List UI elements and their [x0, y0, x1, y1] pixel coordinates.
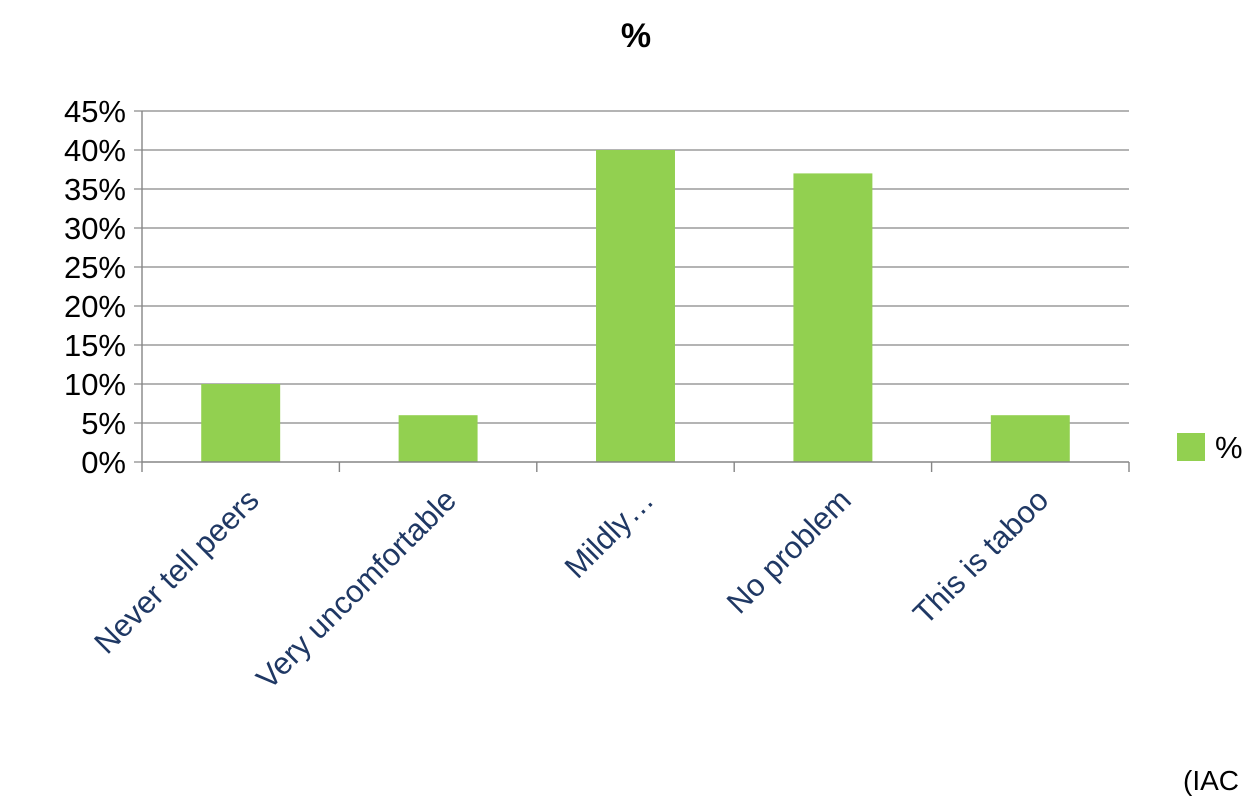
y-tick-label: 25% [64, 250, 126, 285]
y-tick-label: 0% [81, 445, 126, 480]
bar-3 [596, 150, 675, 462]
bar-4 [793, 173, 873, 462]
source-note: (IAC [1183, 765, 1239, 796]
bar-5 [990, 415, 1070, 462]
legend-label: % [1215, 430, 1243, 465]
y-tick-label: 15% [64, 328, 126, 363]
x-tick-label: Very uncomfortable [249, 482, 463, 696]
legend-swatch [1177, 433, 1205, 461]
bar-1 [201, 384, 281, 462]
y-tick-label: 40% [64, 133, 126, 168]
bars [201, 150, 1070, 462]
x-tick-label: Never tell peers [87, 482, 265, 660]
y-tick-label: 20% [64, 289, 126, 324]
y-tick-label: 30% [64, 211, 126, 246]
y-tick-label: 5% [81, 406, 126, 441]
x-tick-label: This is taboo [906, 482, 1055, 631]
x-axis [141, 111, 1130, 472]
x-tick-label: No problem [720, 482, 858, 620]
chart-title: % [621, 17, 651, 55]
y-tick-label: 35% [64, 172, 126, 207]
y-tick-label: 45% [64, 94, 126, 129]
y-axis-tick-labels: 0% 5% 10% 15% 20% 25% 30% 35% 40% 45% [64, 94, 126, 480]
y-tick-label: 10% [64, 367, 126, 402]
legend: % [1177, 430, 1243, 465]
x-tick-label: Mildly… [558, 482, 661, 585]
bar-2 [398, 415, 478, 462]
